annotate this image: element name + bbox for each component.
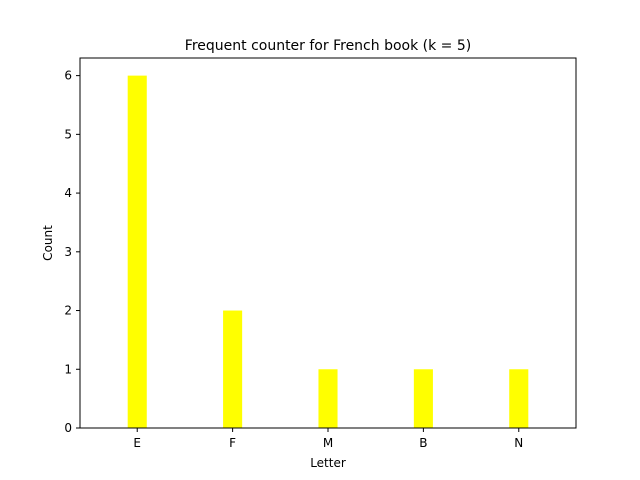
bar-n: [509, 369, 529, 428]
y-tick-label: 1: [64, 362, 72, 376]
y-tick-label: 5: [64, 127, 72, 141]
bar-b: [413, 369, 433, 428]
x-tick-label: E: [133, 436, 141, 450]
x-tick-label: B: [419, 436, 427, 450]
x-tick-label: N: [514, 436, 523, 450]
y-tick-label: 2: [64, 304, 72, 318]
y-axis-label: Count: [41, 225, 55, 261]
x-tick-label: M: [323, 436, 333, 450]
bar-m: [318, 369, 338, 428]
plot-area: E F M B N 0 1 2 3 4 5 6: [64, 69, 529, 450]
x-axis-label: Letter: [310, 456, 346, 470]
y-tick-label: 6: [64, 69, 72, 83]
bar-e: [127, 75, 147, 428]
y-tick-label: 4: [64, 186, 72, 200]
x-tick-label: F: [229, 436, 236, 450]
plot-frame: [79, 57, 577, 429]
bar-f: [223, 310, 243, 428]
y-tick-label: 3: [64, 245, 72, 259]
y-tick-label: 0: [64, 421, 72, 435]
chart-title: Frequent counter for French book (k = 5): [185, 38, 471, 54]
